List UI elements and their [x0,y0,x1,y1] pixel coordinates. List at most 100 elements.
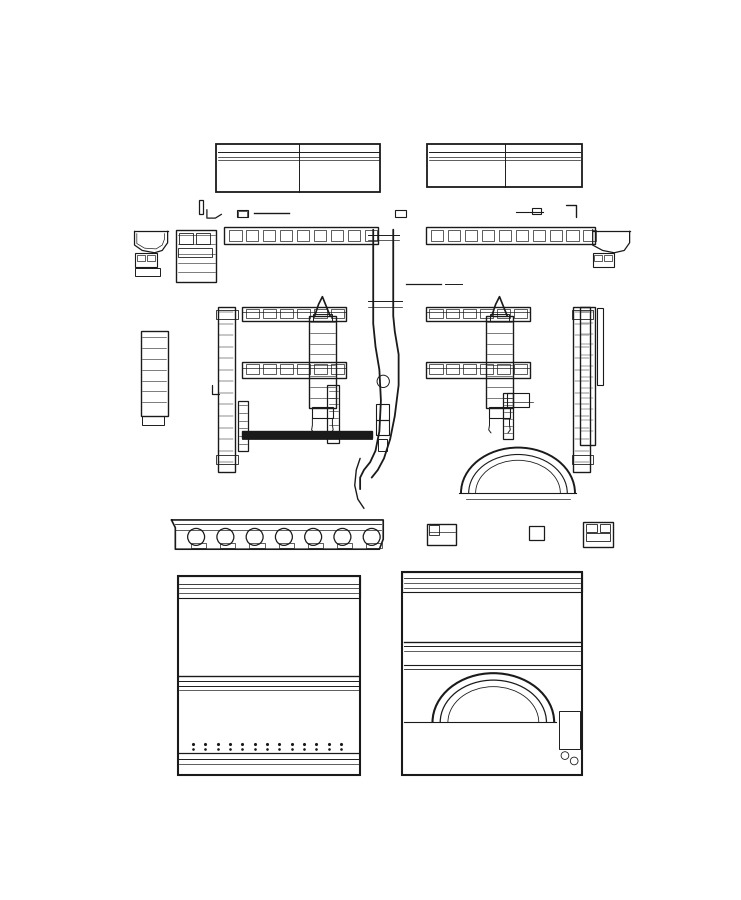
Bar [428,526,439,535]
Bar [216,144,380,192]
Bar [427,524,456,545]
Bar [366,543,382,548]
Bar [402,572,582,775]
Bar [136,253,157,266]
Bar [583,522,613,547]
Bar [574,307,591,472]
Bar [376,419,388,436]
Bar [238,212,247,217]
Bar [593,253,614,266]
Bar [280,309,293,319]
Bar [229,230,242,241]
Bar [178,576,360,775]
Bar [507,393,529,407]
Bar [216,310,238,319]
Bar [485,316,514,409]
Bar [220,543,236,548]
Bar [430,364,442,374]
Bar [136,268,160,276]
Bar [497,364,511,374]
Bar [532,208,541,214]
Bar [196,233,210,244]
Bar [308,543,323,548]
Bar [147,255,155,261]
Bar [585,533,611,541]
Bar [249,543,265,548]
Bar [365,230,377,241]
Bar [463,364,476,374]
Bar [308,316,336,409]
Bar [572,454,594,464]
Bar [327,385,339,443]
Bar [297,364,310,374]
Bar [263,230,276,241]
Bar [491,314,509,320]
Bar [559,711,580,750]
Bar [246,230,259,241]
Bar [178,248,212,257]
Bar [594,255,602,261]
Bar [137,255,144,261]
Bar [550,230,562,241]
Bar [242,431,372,437]
Bar [480,309,494,319]
Bar [516,230,528,241]
Bar [216,454,238,464]
Bar [337,543,353,548]
Bar [499,230,511,241]
Bar [297,309,310,319]
Bar [425,362,530,377]
Bar [141,331,167,416]
Bar [176,230,216,282]
Bar [480,364,494,374]
Bar [425,307,530,320]
Bar [579,307,595,446]
Bar [533,230,545,241]
Bar [238,400,248,451]
Bar [331,230,343,241]
Bar [279,543,294,548]
Bar [448,230,460,241]
Bar [585,524,597,532]
Bar [430,309,442,319]
Bar [604,255,612,261]
Bar [280,230,293,241]
Bar [497,309,511,319]
Bar [312,407,333,418]
Bar [402,572,582,591]
Bar [427,144,582,186]
Bar [489,407,511,418]
Bar [566,230,579,241]
Bar [482,230,494,241]
Bar [446,309,459,319]
Bar [348,230,360,241]
Bar [314,309,327,319]
Bar [331,309,344,319]
Bar [178,576,360,598]
Bar [529,526,544,540]
Bar [190,543,206,548]
Bar [224,228,378,244]
Bar [431,230,443,241]
Bar [395,211,405,217]
Bar [465,230,477,241]
Bar [297,230,309,241]
Bar [314,230,326,241]
Bar [179,233,193,244]
Bar [242,362,346,377]
Bar [142,416,164,425]
Bar [376,404,388,419]
Bar [502,393,514,439]
Bar [446,364,459,374]
Bar [218,307,235,472]
Bar [514,309,527,319]
Bar [514,364,527,374]
Bar [599,524,611,532]
Bar [246,364,259,374]
Bar [237,211,247,217]
Bar [199,201,203,214]
Bar [463,309,476,319]
Bar [583,230,596,241]
Bar [242,307,346,320]
Bar [572,310,594,319]
